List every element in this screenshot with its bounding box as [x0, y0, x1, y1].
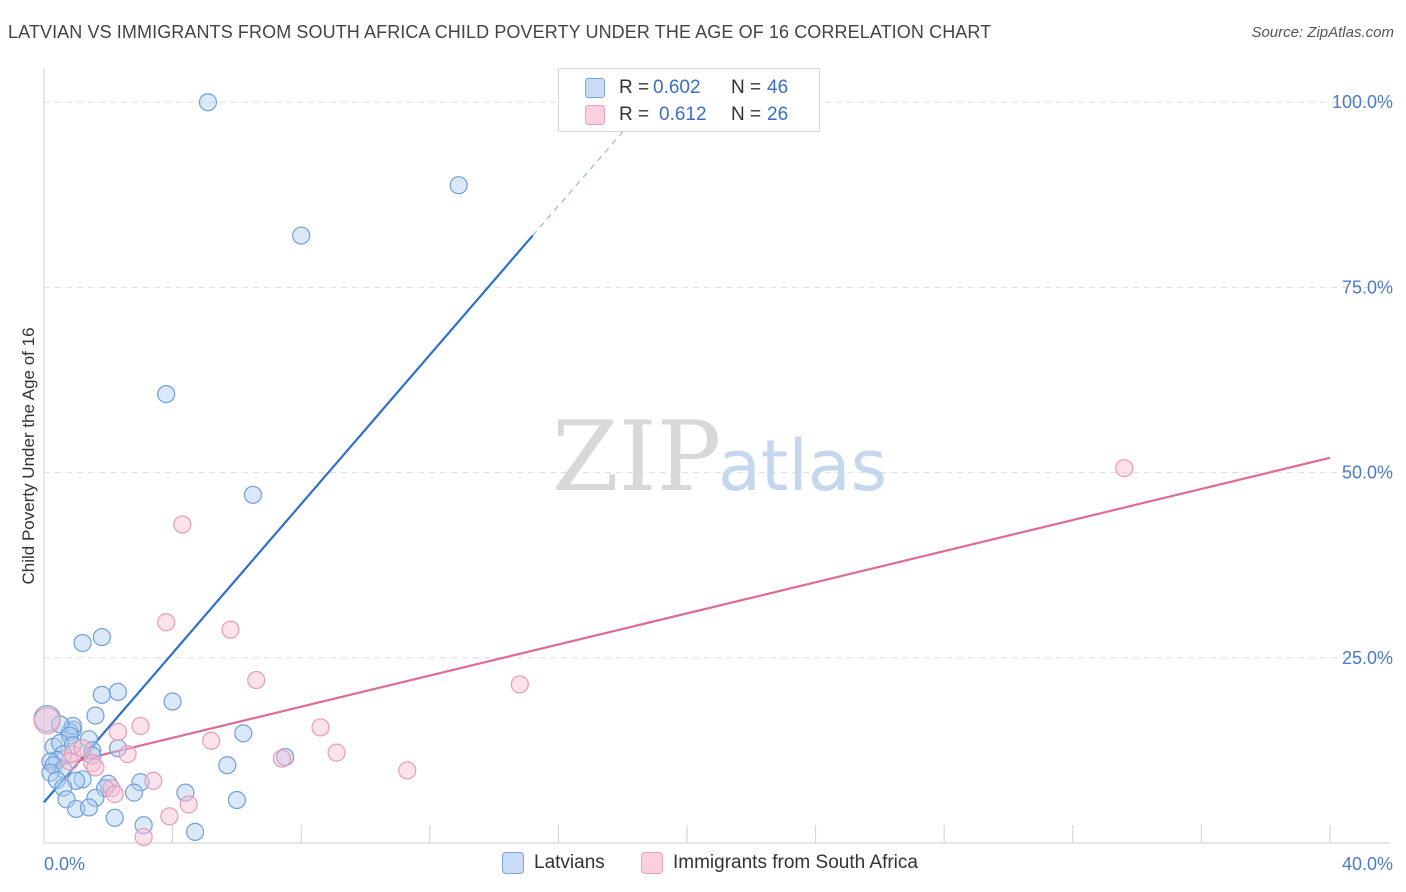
- latvians-point: [449, 176, 468, 195]
- latvians-point: [73, 770, 92, 789]
- trend-lines: [43, 112, 1331, 803]
- latvians-point: [54, 778, 73, 797]
- latvians-point: [73, 633, 92, 653]
- bottom-legend-swatch-latvians: [502, 852, 524, 874]
- south-africa-point: [131, 716, 150, 736]
- x-tick-label: 0.0%: [44, 854, 85, 874]
- latvians-point: [92, 627, 111, 647]
- latvians-trend-line: [43, 234, 534, 803]
- latvians-point: [47, 770, 66, 790]
- south-africa-point: [311, 718, 330, 737]
- south-africa-point: [60, 752, 79, 771]
- watermark-atlas: atlas: [718, 425, 887, 507]
- latvians-point: [243, 485, 263, 504]
- south-africa-point: [247, 670, 266, 690]
- x-tick-label: 40.0%: [1342, 854, 1393, 874]
- south-africa-point: [105, 785, 124, 804]
- legend-n-value-latvians: 46: [767, 77, 789, 98]
- chart-title: LATVIAN VS IMMIGRANTS FROM SOUTH AFRICA …: [8, 22, 992, 42]
- latvians-point: [124, 783, 144, 802]
- south-africa-point: [272, 749, 292, 768]
- south-africa-point: [108, 722, 128, 741]
- gridlines: [44, 101, 1390, 659]
- south-africa-point: [86, 758, 105, 777]
- south-africa-point: [144, 771, 163, 790]
- latvians-point: [227, 790, 246, 810]
- latvians-point: [234, 724, 253, 743]
- latvians-point: [86, 706, 105, 725]
- south-africa-point: [202, 731, 221, 750]
- latvians-point: [163, 692, 182, 711]
- axes: [43, 68, 1390, 844]
- south-africa-point: [134, 827, 153, 847]
- stats-legend: R = 0.602 N = 46 R = 0.612 N = 26: [558, 68, 820, 132]
- latvians-point: [79, 798, 99, 817]
- tick-labels: 25.0% 50.0% 75.0% 100.0% 0.0% 40.0%: [44, 92, 1393, 874]
- bottom-legend-label-latvians: Latvians: [534, 852, 605, 873]
- latvians-point: [186, 822, 205, 841]
- south-africa-point: [73, 739, 92, 758]
- latvians-point: [57, 790, 76, 809]
- south-africa-point: [398, 761, 417, 780]
- latvians-trend-extension: [532, 112, 640, 236]
- south-africa-point: [327, 743, 346, 762]
- south-africa-point: [510, 675, 529, 694]
- legend-n-label: N =: [731, 77, 762, 98]
- latvians-point: [41, 763, 60, 782]
- latvians-point: [218, 756, 237, 775]
- y-tick-label: 25.0%: [1342, 648, 1393, 668]
- latvians-point: [92, 685, 111, 704]
- latvians-point: [198, 93, 218, 112]
- south-africa-point: [179, 795, 198, 814]
- y-tick-label: 50.0%: [1342, 463, 1393, 483]
- legend-r-value-latvians: 0.602: [653, 77, 701, 98]
- legend-r-label: R =: [619, 104, 650, 125]
- y-tick-label: 100.0%: [1332, 92, 1393, 112]
- source-label: Source: ZipAtlas.com: [1251, 24, 1394, 41]
- legend-r-label: R =: [619, 77, 650, 98]
- south-africa-point: [33, 707, 61, 735]
- latvians-point: [292, 226, 311, 245]
- legend-swatch-latvians: [585, 78, 605, 98]
- south-africa-point: [1115, 459, 1134, 478]
- south-africa-point: [173, 515, 192, 534]
- latvians-point: [60, 726, 79, 745]
- south-africa-point: [160, 807, 179, 826]
- legend-n-value-south-africa: 26: [767, 104, 789, 125]
- south-africa-point: [221, 620, 240, 639]
- watermark: ZIP atlas: [552, 401, 887, 513]
- legend-swatch-south-africa: [585, 105, 605, 125]
- watermark-zip: ZIP: [552, 401, 721, 513]
- latvians-point: [83, 746, 102, 765]
- bottom-legend-label-south-africa: Immigrants from South Africa: [673, 852, 918, 873]
- y-axis-label: Child Poverty Under the Age of 16: [19, 327, 38, 584]
- south-africa-trend-line: [43, 456, 1331, 770]
- latvians-point: [95, 779, 115, 798]
- bottom-legend-swatch-south-africa: [641, 852, 663, 874]
- latvians-point: [108, 682, 128, 701]
- latvians-point: [108, 739, 128, 758]
- legend-n-label: N =: [731, 104, 762, 125]
- y-tick-label: 75.0%: [1342, 277, 1393, 297]
- latvians-point: [157, 384, 176, 404]
- legend-r-value-south-africa: 0.612: [659, 104, 707, 125]
- latvians-point: [105, 808, 124, 827]
- south-africa-point: [118, 745, 137, 764]
- data-points: [33, 93, 1134, 847]
- south-africa-point: [157, 613, 176, 632]
- latvians-point: [86, 788, 105, 807]
- latvians-point: [176, 783, 195, 802]
